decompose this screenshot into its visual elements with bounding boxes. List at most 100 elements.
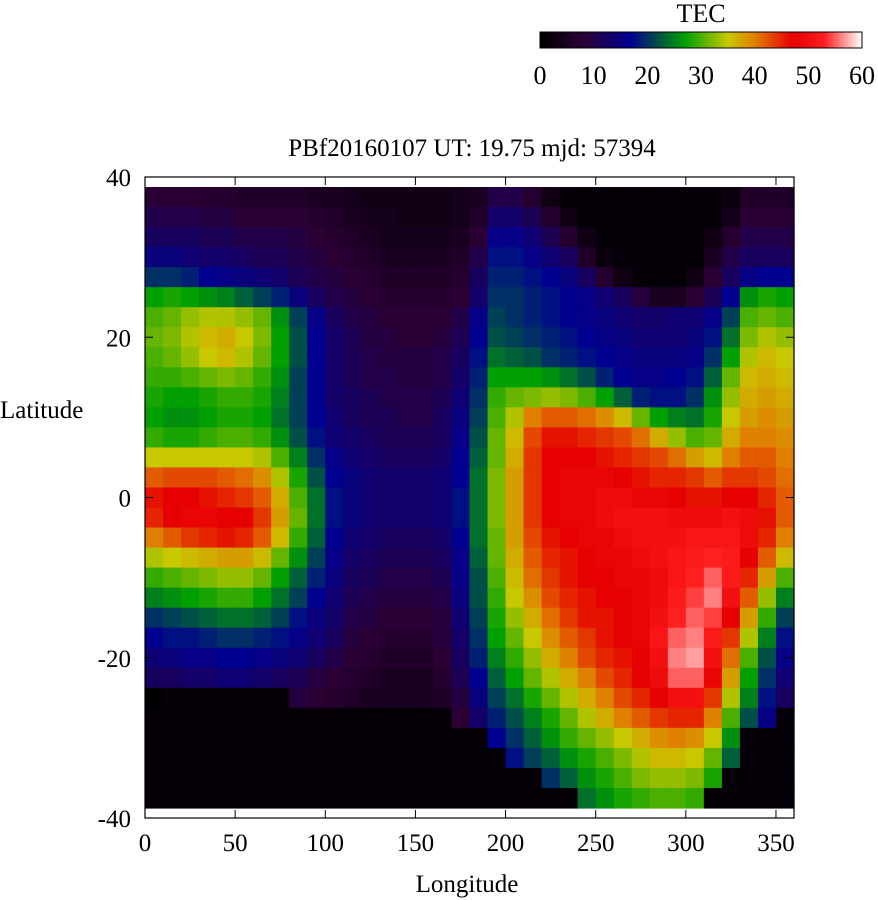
heatmap-cell xyxy=(145,467,164,489)
heatmap-cell xyxy=(415,607,435,629)
heatmap-cell xyxy=(451,407,471,428)
heatmap-cell xyxy=(541,327,561,348)
heatmap-cell xyxy=(595,507,615,529)
heatmap-cell xyxy=(541,227,561,248)
heatmap-cell xyxy=(397,507,417,529)
heatmap-cell xyxy=(397,227,417,248)
heatmap-cell xyxy=(703,187,723,208)
heatmap-cell xyxy=(613,467,633,489)
heatmap-cell xyxy=(613,267,633,288)
heatmap-cell xyxy=(415,227,435,248)
heatmap-cell xyxy=(433,387,453,408)
heatmap-cell xyxy=(613,507,633,529)
heatmap-cell xyxy=(721,767,741,789)
heatmap-cell xyxy=(613,367,633,388)
heatmap-cell xyxy=(163,647,182,669)
heatmap-cell xyxy=(613,667,633,689)
heatmap-cell xyxy=(487,287,507,308)
heatmap-cell xyxy=(253,727,272,749)
heatmap-cell xyxy=(397,667,417,689)
heatmap-cell xyxy=(721,347,741,368)
heatmap-cell xyxy=(397,607,417,629)
heatmap-cell xyxy=(235,227,254,248)
heatmap-cell xyxy=(505,187,525,208)
heatmap-cell xyxy=(217,447,236,469)
heatmap-cell xyxy=(163,227,182,248)
heatmap-cell xyxy=(649,727,669,749)
x-tick-label: 50 xyxy=(223,830,248,857)
heatmap-cell xyxy=(199,587,218,609)
heatmap-cell xyxy=(289,527,308,549)
heatmap-cell xyxy=(181,527,200,549)
heatmap-cell xyxy=(631,727,651,749)
heatmap-cell xyxy=(559,267,579,288)
heatmap-cell xyxy=(361,207,380,228)
heatmap-cell xyxy=(325,687,344,709)
heatmap-cell xyxy=(505,627,525,649)
heatmap-cell xyxy=(235,607,254,629)
heatmap-cell xyxy=(289,287,308,308)
heatmap-cell xyxy=(253,547,272,569)
heatmap-cell xyxy=(721,267,741,288)
heatmap-cell xyxy=(541,787,561,809)
heatmap-cell xyxy=(541,287,561,308)
heatmap-cell xyxy=(595,187,615,208)
heatmap-cell xyxy=(667,227,687,248)
heatmap-cell xyxy=(541,527,561,549)
colorbar-label: TEC xyxy=(676,0,725,28)
heatmap-cell xyxy=(739,707,759,729)
heatmap-cell xyxy=(559,747,579,769)
heatmap-cell xyxy=(289,587,308,609)
heatmap-cell xyxy=(757,327,777,348)
heatmap-cell xyxy=(541,247,561,268)
heatmap-cell xyxy=(433,187,453,208)
heatmap-cell xyxy=(325,507,344,529)
heatmap-cell xyxy=(397,747,417,769)
heatmap-cell xyxy=(775,547,795,569)
heatmap-cell xyxy=(757,207,777,228)
heatmap-cell xyxy=(397,787,417,809)
heatmap-cell xyxy=(469,387,489,408)
heatmap-cell xyxy=(649,327,669,348)
heatmap-cell xyxy=(415,327,435,348)
heatmap-cell xyxy=(667,427,687,449)
heatmap-cell xyxy=(739,427,759,449)
heatmap-cell xyxy=(289,427,308,449)
heatmap-cell xyxy=(217,247,236,268)
heatmap-cell xyxy=(469,527,489,549)
heatmap-cell xyxy=(703,787,723,809)
heatmap-cell xyxy=(775,487,795,509)
heatmap-cell xyxy=(433,227,453,248)
heatmap-cell xyxy=(145,227,164,248)
heatmap-cell xyxy=(235,647,254,669)
heatmap-cell xyxy=(667,687,687,709)
heatmap-cell xyxy=(361,247,380,268)
colorbar-tick-label: 40 xyxy=(742,61,768,90)
heatmap-cell xyxy=(703,507,723,529)
heatmap-cell xyxy=(649,447,669,469)
heatmap-cell xyxy=(685,667,705,689)
colorbar: TEC 0 10 20 30 40 50 60 xyxy=(534,0,876,90)
heatmap-cell xyxy=(289,267,308,288)
heatmap-cell xyxy=(775,587,795,609)
heatmap-cell xyxy=(631,747,651,769)
heatmap-cell xyxy=(199,387,218,408)
heatmap-cell xyxy=(739,327,759,348)
heatmap-cell xyxy=(739,747,759,769)
heatmap-cell xyxy=(343,347,362,368)
heatmap-cell xyxy=(343,407,362,428)
heatmap-cell xyxy=(685,187,705,208)
heatmap-cell xyxy=(595,687,615,709)
heatmap-cell xyxy=(649,687,669,709)
heatmap-cell xyxy=(307,447,326,469)
heatmap-cell xyxy=(523,547,543,569)
heatmap-cell xyxy=(415,467,435,489)
heatmap-cell xyxy=(739,467,759,489)
heatmap-cell xyxy=(613,207,633,228)
heatmap-cell xyxy=(577,787,597,809)
heatmap-cell xyxy=(181,327,200,348)
heatmap-cell xyxy=(145,447,164,469)
heatmap-cell xyxy=(343,247,362,268)
heatmap-cell xyxy=(163,507,182,529)
heatmap-cell xyxy=(253,567,272,589)
